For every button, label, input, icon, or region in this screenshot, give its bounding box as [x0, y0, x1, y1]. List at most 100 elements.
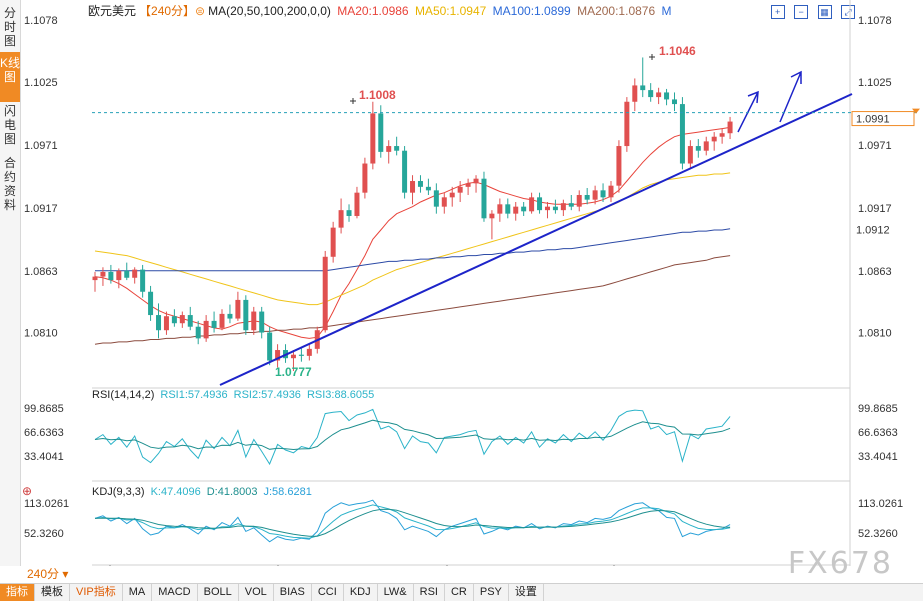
candle-body: [521, 206, 527, 212]
rsi-tick-left: 99.8685: [24, 403, 64, 415]
ma-params[interactable]: MA(20,50,100,200,0,0): [208, 4, 331, 18]
candle-body: [552, 206, 558, 211]
rsi-tick-right: 66.6363: [858, 427, 898, 439]
settings-icon[interactable]: ⊜: [195, 4, 206, 18]
kdj-j-value: J:58.6281: [263, 486, 312, 498]
fullscreen-icon[interactable]: ⤢: [841, 5, 855, 19]
price-tick-left: 1.0863: [24, 266, 58, 278]
candle-body: [600, 190, 606, 198]
tab-flash-chart[interactable]: 闪电图: [3, 104, 16, 146]
candle-body: [560, 203, 566, 211]
candle-body: [711, 136, 717, 142]
zoom-in-icon[interactable]: +: [770, 5, 785, 19]
indicator-tab-3[interactable]: MA: [123, 584, 153, 601]
candle-body: [576, 195, 582, 207]
indicator-tab-5[interactable]: BOLL: [198, 584, 239, 601]
indicator-tab-9[interactable]: KDJ: [344, 584, 378, 601]
price-tick-left: 1.1078: [24, 15, 58, 27]
candle-body: [719, 133, 725, 137]
candle-body: [251, 311, 257, 331]
ma20-value: MA20:1.0986: [337, 4, 409, 18]
price-axis: 1.1078 1.1078 1.1025 1.1025 1.0971 1.0971 1.09…: [24, 15, 920, 340]
indicator-tab-1[interactable]: 模板: [35, 584, 70, 601]
crosshair-icon[interactable]: ⊕: [22, 484, 33, 498]
kdj-tick-right: 113.0261: [858, 498, 903, 510]
candle-body: [203, 320, 209, 339]
price-tick-right: 1.1078: [858, 15, 892, 27]
low-annotation: 1.0777: [275, 365, 312, 379]
indicator-tab-6[interactable]: VOL: [239, 584, 274, 601]
candle-body: [108, 271, 114, 281]
tab-timeshare[interactable]: 分时图: [3, 6, 16, 48]
chart-grid: [92, 0, 851, 566]
candle-body: [386, 146, 392, 152]
candle-body: [330, 227, 336, 257]
candle-body: [140, 269, 146, 292]
candle-body: [227, 313, 233, 319]
candle-body: [640, 85, 646, 91]
candle-body: [433, 190, 439, 207]
candle-body: [402, 150, 408, 193]
date-axis: 07/2708/0208/0808/14: [109, 565, 615, 566]
candle-body: [306, 348, 312, 356]
candle-body: [465, 183, 471, 187]
ma50-value: MA50:1.0947: [414, 4, 487, 18]
ma100-value: MA100:1.0899: [492, 4, 571, 18]
indicator-tab-8[interactable]: CCI: [312, 584, 344, 601]
candle-body: [417, 181, 423, 187]
high-annotation-1: 1.1008: [359, 88, 396, 102]
candle-body: [354, 192, 360, 216]
m-toggle[interactable]: M: [661, 4, 672, 18]
indicator-tab-12[interactable]: CR: [445, 584, 474, 601]
ma-line-ma200: [94, 255, 731, 345]
candle-body: [163, 316, 169, 331]
kdj-title[interactable]: KDJ(9,3,3): [92, 486, 145, 498]
support-trendline: [219, 93, 853, 386]
candle-body: [497, 204, 503, 214]
current-price-label: 1.0991: [856, 114, 890, 126]
candle-body: [92, 276, 98, 281]
candle-body: [275, 350, 281, 361]
candle-body: [695, 146, 701, 151]
candle-body: [394, 146, 400, 151]
candle-body: [211, 320, 217, 328]
indicator-tab-7[interactable]: BIAS: [274, 584, 312, 601]
chart-canvas[interactable]: 1.1078 1.1078 1.1025 1.1025 1.0971 1.0971 1.09…: [0, 0, 923, 566]
price-annotations: 1.1008 1.1046 1.0777: [275, 44, 696, 379]
candle-body: [544, 206, 550, 211]
kdj-pane: 113.0261 113.0261 52.3260 52.3260: [24, 498, 903, 543]
candle-body: [529, 197, 535, 212]
candle-body: [195, 326, 201, 339]
rsi-tick-left: 66.6363: [24, 427, 64, 439]
fit-icon[interactable]: ▦: [817, 5, 832, 19]
secondary-price-label: 1.0912: [856, 225, 890, 237]
indicator-tab-2[interactable]: VIP指标: [70, 584, 123, 601]
period-label[interactable]: 【240分】: [139, 4, 196, 18]
candle-body: [425, 186, 431, 191]
zoom-out-icon[interactable]: −: [794, 5, 809, 19]
ma-line-ma100: [95, 228, 731, 272]
symbol-name: 欧元美元: [88, 4, 137, 18]
candle-body: [148, 291, 154, 316]
indicator-tab-11[interactable]: RSI: [414, 584, 445, 601]
rsi3-value: RSI3:88.6055: [306, 389, 375, 401]
indicator-tab-13[interactable]: PSY: [474, 584, 509, 601]
indicator-tab-10[interactable]: LW&: [378, 584, 414, 601]
indicator-tab-4[interactable]: MACD: [152, 584, 198, 601]
trendline-group: [219, 70, 853, 386]
candle-body: [537, 197, 543, 211]
rsi-title[interactable]: RSI(14,14,2): [92, 389, 155, 401]
price-tick-left: 1.1025: [24, 77, 58, 89]
candle-body: [290, 354, 296, 359]
tab-contract-info[interactable]: 合约资料: [3, 156, 16, 212]
candle-body: [441, 197, 447, 207]
tab-kline[interactable]: K线图: [0, 52, 20, 102]
indicator-tab-0[interactable]: 指标: [0, 584, 35, 601]
period-selector[interactable]: 240分 ▾: [27, 567, 69, 581]
candle-body: [727, 121, 733, 134]
candle-body: [362, 163, 368, 193]
kdj-tick-right: 52.3260: [858, 528, 898, 540]
candle-body: [156, 315, 162, 331]
indicator-tab-14[interactable]: 设置: [509, 584, 544, 601]
rsi-smooth-line: [94, 419, 731, 451]
